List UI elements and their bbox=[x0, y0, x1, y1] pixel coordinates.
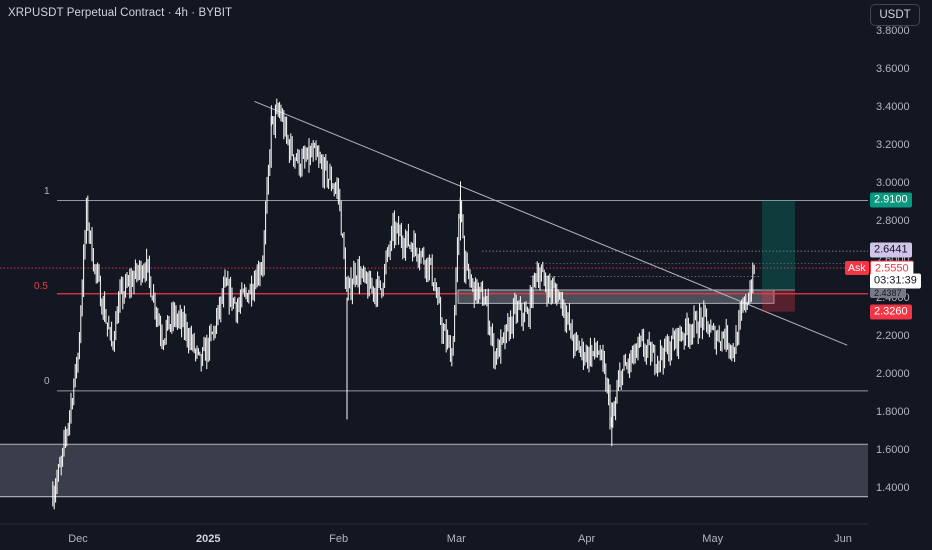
position-loss-zone bbox=[762, 289, 795, 312]
price-tick: 2.8000 bbox=[876, 215, 910, 228]
position-profit-zone bbox=[762, 200, 795, 290]
demand-zone bbox=[0, 444, 868, 498]
price-tick: 1.6000 bbox=[876, 443, 910, 456]
trendline bbox=[254, 100, 848, 346]
fib-level-0-label: 0 bbox=[44, 376, 50, 387]
time-tick: Jun bbox=[834, 533, 852, 545]
target-price-badge: 2.9100 bbox=[870, 192, 912, 208]
fib-level-1-label: 1 bbox=[44, 186, 50, 197]
time-tick: 2025 bbox=[196, 533, 221, 545]
price-tick: 3.2000 bbox=[876, 139, 910, 152]
time-tick: Dec bbox=[68, 533, 88, 545]
support-zone bbox=[457, 289, 775, 304]
fib-level-05-label: 0.5 bbox=[34, 281, 48, 292]
position-tool[interactable] bbox=[762, 200, 795, 312]
time-tick: Apr bbox=[578, 533, 596, 545]
candle-countdown: 03:31:39 bbox=[870, 273, 921, 289]
chart-title: XRPUSDT Perpetual Contract · 4h · BYBIT bbox=[8, 7, 233, 19]
price-tick: 2.0000 bbox=[876, 367, 910, 380]
price-tick: 1.8000 bbox=[876, 405, 910, 418]
time-tick: May bbox=[702, 533, 724, 545]
zones-layer bbox=[0, 289, 868, 498]
time-tick: Feb bbox=[329, 533, 349, 545]
price-tick: 2.2000 bbox=[876, 329, 910, 342]
currency-button[interactable]: USDT bbox=[870, 4, 920, 26]
ask-label: Ask bbox=[845, 261, 869, 275]
ask-price-badge: 2.5550 bbox=[870, 260, 914, 276]
trendline-layer[interactable] bbox=[254, 100, 848, 346]
stop-price-badge: 2.3260 bbox=[870, 304, 912, 320]
price-tick: 3.4000 bbox=[876, 101, 910, 114]
price-tick: 3.6000 bbox=[876, 63, 910, 76]
hidden-price-badge: 2.4387 bbox=[870, 288, 906, 298]
time-tick: Mar bbox=[446, 533, 466, 545]
price-tick: 3.8000 bbox=[876, 25, 910, 37]
alert-price-badge[interactable]: 2.6441 bbox=[870, 242, 912, 258]
price-tick: 3.0000 bbox=[876, 177, 910, 190]
candles-layer bbox=[52, 98, 755, 510]
price-tick: 1.4000 bbox=[876, 482, 910, 494]
levels-layer bbox=[0, 199, 868, 392]
